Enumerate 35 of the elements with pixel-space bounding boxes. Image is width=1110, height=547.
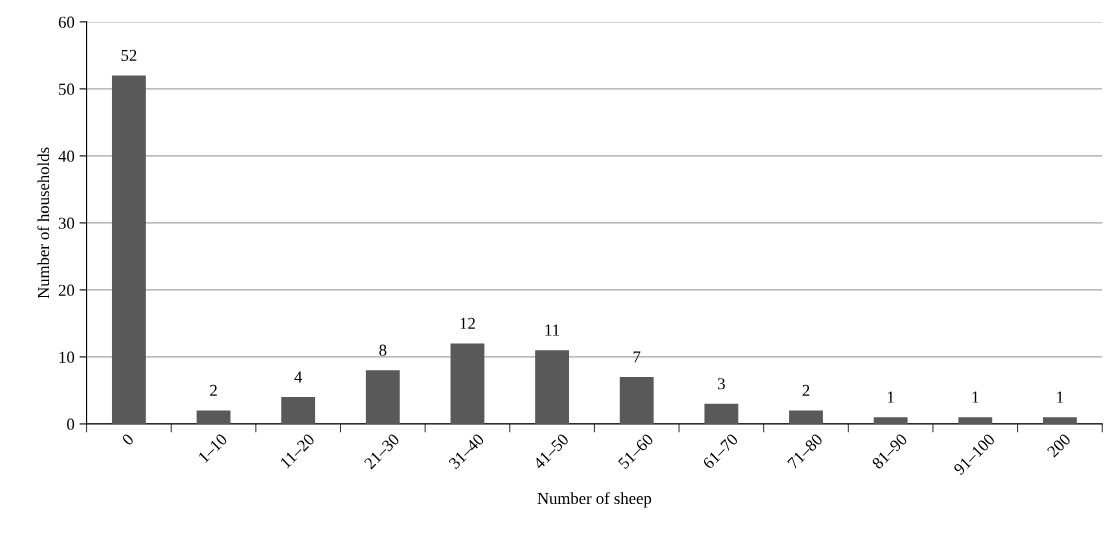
- data-label: 1: [887, 391, 894, 403]
- bar: [619, 377, 654, 424]
- bar: [450, 343, 485, 424]
- data-label: 2: [210, 384, 217, 396]
- y-tick-label: 40: [58, 150, 75, 162]
- data-label: 12: [460, 317, 475, 329]
- x-tick-label: 200: [1046, 433, 1072, 458]
- x-tick-label: 0: [121, 433, 135, 446]
- data-label: 1: [972, 391, 979, 403]
- bar: [873, 417, 908, 424]
- y-axis-title: Number of households: [37, 147, 50, 299]
- y-tick-label: 60: [58, 16, 75, 28]
- y-tick-label: 50: [59, 83, 75, 95]
- bar: [365, 370, 400, 424]
- y-tick-label: 10: [59, 351, 75, 363]
- bar: [789, 410, 823, 424]
- x-axis-title: Number of sheep: [537, 492, 652, 508]
- bar: [704, 403, 739, 424]
- y-tick-label: 20: [58, 284, 75, 296]
- bar: [281, 397, 316, 424]
- data-label: 2: [802, 384, 810, 396]
- data-label: 1: [1057, 391, 1064, 403]
- y-tick-label: 0: [67, 418, 75, 430]
- bar: [111, 75, 146, 424]
- data-label: 4: [294, 371, 303, 383]
- data-label: 11: [545, 324, 560, 336]
- bar: [196, 410, 231, 424]
- bar: [535, 350, 570, 424]
- data-label: 8: [379, 344, 387, 356]
- y-tick-label: 30: [58, 217, 75, 229]
- data-label: 52: [121, 49, 137, 61]
- bar: [958, 417, 993, 424]
- data-label: 3: [717, 378, 725, 390]
- data-label: 7: [633, 351, 641, 363]
- bar: [1042, 417, 1077, 424]
